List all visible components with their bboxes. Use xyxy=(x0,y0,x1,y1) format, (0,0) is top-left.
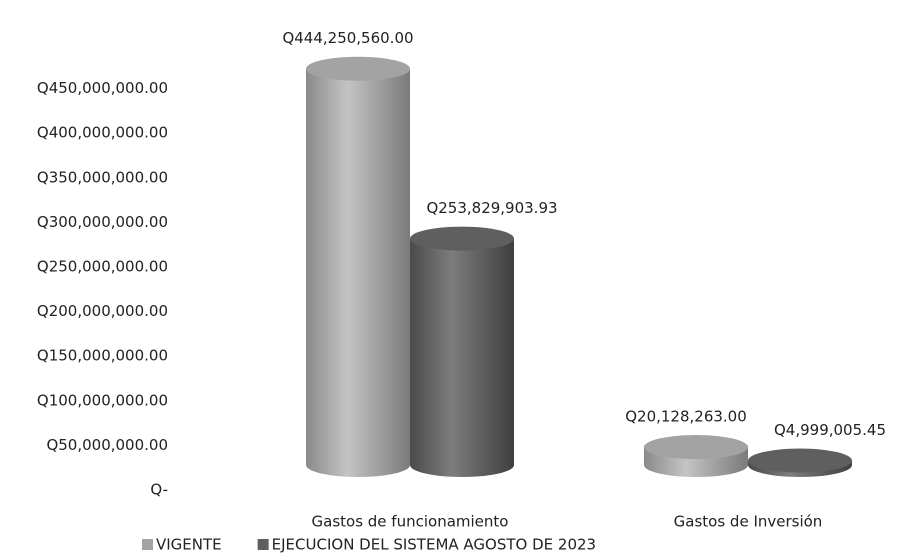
y-tick-label: Q50,000,000.00 xyxy=(46,436,168,454)
bar xyxy=(410,226,514,477)
x-tick-label: Gastos de Inversión xyxy=(674,513,823,531)
data-label: Q4,999,005.45 xyxy=(774,421,886,439)
legend-label: VIGENTE xyxy=(156,536,222,554)
bar xyxy=(644,435,748,477)
legend-swatch xyxy=(142,539,153,550)
bar xyxy=(306,56,410,477)
y-tick-label: Q200,000,000.00 xyxy=(37,302,168,320)
legend-label: EJECUCION DEL SISTEMA AGOSTO DE 2023 xyxy=(272,536,596,554)
bar-body xyxy=(306,68,410,477)
y-tick-label: Q400,000,000.00 xyxy=(37,124,168,142)
legend-swatch xyxy=(257,539,269,550)
data-label: Q444,250,560.00 xyxy=(282,29,413,47)
bar-cap xyxy=(306,56,410,81)
bar-cap xyxy=(748,448,852,473)
data-label: Q253,829,903.93 xyxy=(426,199,557,217)
y-tick-label: Q350,000,000.00 xyxy=(37,168,168,186)
bar xyxy=(748,448,852,477)
data-label: Q20,128,263.00 xyxy=(625,408,747,426)
bar-cap xyxy=(644,435,748,460)
y-tick-label: Q450,000,000.00 xyxy=(37,79,168,97)
bar-cap xyxy=(410,226,514,251)
y-tick-label: Q150,000,000.00 xyxy=(37,347,168,365)
y-tick-label: Q- xyxy=(150,481,168,499)
y-tick-label: Q250,000,000.00 xyxy=(37,258,168,276)
y-tick-label: Q300,000,000.00 xyxy=(37,213,168,231)
x-tick-label: Gastos de funcionamiento xyxy=(312,513,509,531)
bar-body xyxy=(410,238,514,477)
y-tick-label: Q100,000,000.00 xyxy=(37,391,168,409)
